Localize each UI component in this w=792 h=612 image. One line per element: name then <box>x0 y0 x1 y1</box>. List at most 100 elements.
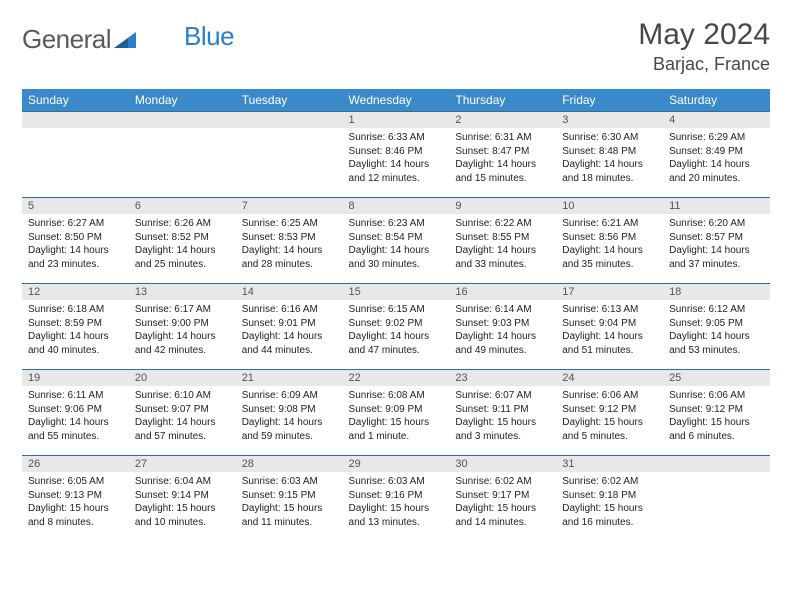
sunset-text: Sunset: 8:50 PM <box>28 231 123 245</box>
day-body: Sunrise: 6:29 AMSunset: 8:49 PMDaylight:… <box>663 128 770 189</box>
brand-part2: Blue <box>184 21 234 52</box>
sunset-text: Sunset: 9:03 PM <box>455 317 550 331</box>
calendar-cell: 5Sunrise: 6:27 AMSunset: 8:50 PMDaylight… <box>22 198 129 284</box>
day-body: Sunrise: 6:18 AMSunset: 8:59 PMDaylight:… <box>22 300 129 361</box>
day-body: Sunrise: 6:30 AMSunset: 8:48 PMDaylight:… <box>556 128 663 189</box>
daylight-text: Daylight: 14 hours and 47 minutes. <box>349 330 444 357</box>
day-body <box>22 128 129 188</box>
weekday-header: Friday <box>556 89 663 112</box>
day-number <box>236 112 343 128</box>
day-number: 22 <box>343 370 450 386</box>
page-header: General Blue May 2024 Barjac, France <box>22 18 770 75</box>
day-body: Sunrise: 6:23 AMSunset: 8:54 PMDaylight:… <box>343 214 450 275</box>
day-body: Sunrise: 6:07 AMSunset: 9:11 PMDaylight:… <box>449 386 556 447</box>
daylight-text: Daylight: 14 hours and 37 minutes. <box>669 244 764 271</box>
day-number: 12 <box>22 284 129 300</box>
calendar-cell: 30Sunrise: 6:02 AMSunset: 9:17 PMDayligh… <box>449 456 556 542</box>
calendar-cell: 2Sunrise: 6:31 AMSunset: 8:47 PMDaylight… <box>449 112 556 198</box>
calendar-cell: 14Sunrise: 6:16 AMSunset: 9:01 PMDayligh… <box>236 284 343 370</box>
day-number: 6 <box>129 198 236 214</box>
daylight-text: Daylight: 14 hours and 35 minutes. <box>562 244 657 271</box>
day-body: Sunrise: 6:05 AMSunset: 9:13 PMDaylight:… <box>22 472 129 533</box>
daylight-text: Daylight: 14 hours and 40 minutes. <box>28 330 123 357</box>
brand-triangle-icon <box>114 24 136 55</box>
calendar-cell: 31Sunrise: 6:02 AMSunset: 9:18 PMDayligh… <box>556 456 663 542</box>
weekday-header: Tuesday <box>236 89 343 112</box>
calendar-cell: 15Sunrise: 6:15 AMSunset: 9:02 PMDayligh… <box>343 284 450 370</box>
sunset-text: Sunset: 9:11 PM <box>455 403 550 417</box>
location: Barjac, France <box>638 54 770 75</box>
day-body: Sunrise: 6:14 AMSunset: 9:03 PMDaylight:… <box>449 300 556 361</box>
calendar-week-row: 1Sunrise: 6:33 AMSunset: 8:46 PMDaylight… <box>22 112 770 198</box>
brand-part1: General <box>22 24 111 55</box>
sunrise-text: Sunrise: 6:03 AM <box>242 475 337 489</box>
day-number: 18 <box>663 284 770 300</box>
daylight-text: Daylight: 14 hours and 15 minutes. <box>455 158 550 185</box>
calendar-cell: 25Sunrise: 6:06 AMSunset: 9:12 PMDayligh… <box>663 370 770 456</box>
calendar-cell: 23Sunrise: 6:07 AMSunset: 9:11 PMDayligh… <box>449 370 556 456</box>
sunset-text: Sunset: 9:04 PM <box>562 317 657 331</box>
calendar-cell: 7Sunrise: 6:25 AMSunset: 8:53 PMDaylight… <box>236 198 343 284</box>
sunset-text: Sunset: 9:00 PM <box>135 317 230 331</box>
sunrise-text: Sunrise: 6:02 AM <box>455 475 550 489</box>
daylight-text: Daylight: 14 hours and 42 minutes. <box>135 330 230 357</box>
day-body: Sunrise: 6:08 AMSunset: 9:09 PMDaylight:… <box>343 386 450 447</box>
sunrise-text: Sunrise: 6:04 AM <box>135 475 230 489</box>
day-body: Sunrise: 6:26 AMSunset: 8:52 PMDaylight:… <box>129 214 236 275</box>
day-body: Sunrise: 6:13 AMSunset: 9:04 PMDaylight:… <box>556 300 663 361</box>
sunset-text: Sunset: 8:59 PM <box>28 317 123 331</box>
calendar-week-row: 5Sunrise: 6:27 AMSunset: 8:50 PMDaylight… <box>22 198 770 284</box>
daylight-text: Daylight: 14 hours and 25 minutes. <box>135 244 230 271</box>
day-body: Sunrise: 6:03 AMSunset: 9:16 PMDaylight:… <box>343 472 450 533</box>
sunset-text: Sunset: 8:56 PM <box>562 231 657 245</box>
daylight-text: Daylight: 15 hours and 13 minutes. <box>349 502 444 529</box>
sunrise-text: Sunrise: 6:25 AM <box>242 217 337 231</box>
day-body: Sunrise: 6:20 AMSunset: 8:57 PMDaylight:… <box>663 214 770 275</box>
sunrise-text: Sunrise: 6:33 AM <box>349 131 444 145</box>
calendar-cell <box>663 456 770 542</box>
sunrise-text: Sunrise: 6:17 AM <box>135 303 230 317</box>
day-body: Sunrise: 6:02 AMSunset: 9:18 PMDaylight:… <box>556 472 663 533</box>
calendar-cell: 17Sunrise: 6:13 AMSunset: 9:04 PMDayligh… <box>556 284 663 370</box>
sunset-text: Sunset: 9:07 PM <box>135 403 230 417</box>
daylight-text: Daylight: 15 hours and 6 minutes. <box>669 416 764 443</box>
day-number: 23 <box>449 370 556 386</box>
daylight-text: Daylight: 14 hours and 57 minutes. <box>135 416 230 443</box>
day-body: Sunrise: 6:16 AMSunset: 9:01 PMDaylight:… <box>236 300 343 361</box>
calendar-cell: 27Sunrise: 6:04 AMSunset: 9:14 PMDayligh… <box>129 456 236 542</box>
sunrise-text: Sunrise: 6:14 AM <box>455 303 550 317</box>
calendar-cell: 1Sunrise: 6:33 AMSunset: 8:46 PMDaylight… <box>343 112 450 198</box>
calendar-cell: 13Sunrise: 6:17 AMSunset: 9:00 PMDayligh… <box>129 284 236 370</box>
sunset-text: Sunset: 8:54 PM <box>349 231 444 245</box>
sunset-text: Sunset: 8:47 PM <box>455 145 550 159</box>
day-number <box>129 112 236 128</box>
daylight-text: Daylight: 15 hours and 10 minutes. <box>135 502 230 529</box>
day-number: 9 <box>449 198 556 214</box>
daylight-text: Daylight: 14 hours and 33 minutes. <box>455 244 550 271</box>
day-number: 17 <box>556 284 663 300</box>
sunrise-text: Sunrise: 6:18 AM <box>28 303 123 317</box>
sunrise-text: Sunrise: 6:07 AM <box>455 389 550 403</box>
sunset-text: Sunset: 9:15 PM <box>242 489 337 503</box>
sunrise-text: Sunrise: 6:21 AM <box>562 217 657 231</box>
day-body: Sunrise: 6:25 AMSunset: 8:53 PMDaylight:… <box>236 214 343 275</box>
sunrise-text: Sunrise: 6:20 AM <box>669 217 764 231</box>
weekday-header: Monday <box>129 89 236 112</box>
day-body: Sunrise: 6:15 AMSunset: 9:02 PMDaylight:… <box>343 300 450 361</box>
day-number: 3 <box>556 112 663 128</box>
day-body: Sunrise: 6:06 AMSunset: 9:12 PMDaylight:… <box>556 386 663 447</box>
day-number: 20 <box>129 370 236 386</box>
sunrise-text: Sunrise: 6:22 AM <box>455 217 550 231</box>
sunrise-text: Sunrise: 6:31 AM <box>455 131 550 145</box>
day-number: 30 <box>449 456 556 472</box>
sunset-text: Sunset: 9:02 PM <box>349 317 444 331</box>
day-body: Sunrise: 6:33 AMSunset: 8:46 PMDaylight:… <box>343 128 450 189</box>
day-number: 8 <box>343 198 450 214</box>
sunrise-text: Sunrise: 6:06 AM <box>562 389 657 403</box>
sunset-text: Sunset: 8:55 PM <box>455 231 550 245</box>
calendar-cell: 20Sunrise: 6:10 AMSunset: 9:07 PMDayligh… <box>129 370 236 456</box>
daylight-text: Daylight: 14 hours and 23 minutes. <box>28 244 123 271</box>
day-number: 19 <box>22 370 129 386</box>
daylight-text: Daylight: 14 hours and 49 minutes. <box>455 330 550 357</box>
day-body: Sunrise: 6:31 AMSunset: 8:47 PMDaylight:… <box>449 128 556 189</box>
